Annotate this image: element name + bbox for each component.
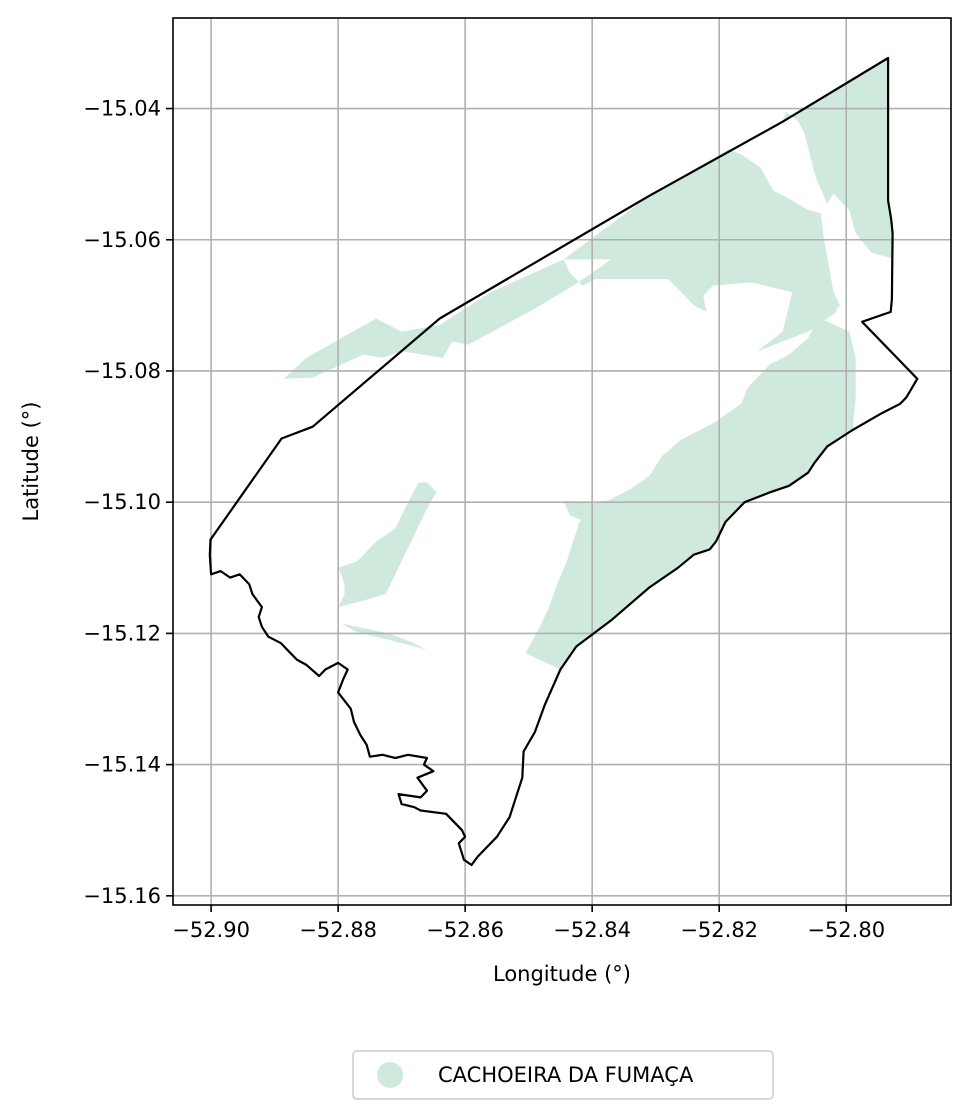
- legend-marker: [377, 1062, 403, 1088]
- y-tick-label: −15.14: [83, 753, 161, 777]
- y-tick-label: −15.08: [83, 359, 161, 383]
- y-tick-label: −15.06: [83, 228, 161, 252]
- x-tick-label: −52.88: [299, 918, 377, 942]
- legend: CACHOEIRA DA FUMAÇA: [352, 1050, 774, 1100]
- x-tick-label: −52.90: [172, 918, 250, 942]
- municipality-boundary: [208, 56, 919, 867]
- y-tick-label: −15.16: [83, 884, 161, 908]
- x-tick-label: −52.86: [426, 918, 504, 942]
- protected-area-polygon: [341, 623, 427, 650]
- axes-frame: [172, 17, 952, 906]
- gridlines: [173, 18, 951, 905]
- axis-ticks: −52.90 −52.88 −52.86 −52.84 −52.82 −52.80 −15.…: [83, 97, 885, 942]
- y-tick-label: −15.10: [83, 490, 161, 514]
- legend-box: [352, 1050, 774, 1100]
- legend-label: CACHOEIRA DA FUMAÇA: [438, 1063, 694, 1087]
- y-axis-label: Latitude (°): [19, 402, 43, 522]
- x-tick-label: −52.84: [553, 918, 631, 942]
- y-tick-label: −15.12: [83, 621, 161, 645]
- x-axis-label: Longitude (°): [493, 962, 631, 986]
- y-tick-label: −15.04: [83, 97, 161, 121]
- x-tick-label: −52.80: [807, 918, 885, 942]
- protected-area-polygon: [338, 482, 437, 608]
- protected-area-polygon: [525, 149, 856, 670]
- x-tick-label: −52.82: [680, 918, 758, 942]
- municipality-boundary-layer: [208, 56, 919, 867]
